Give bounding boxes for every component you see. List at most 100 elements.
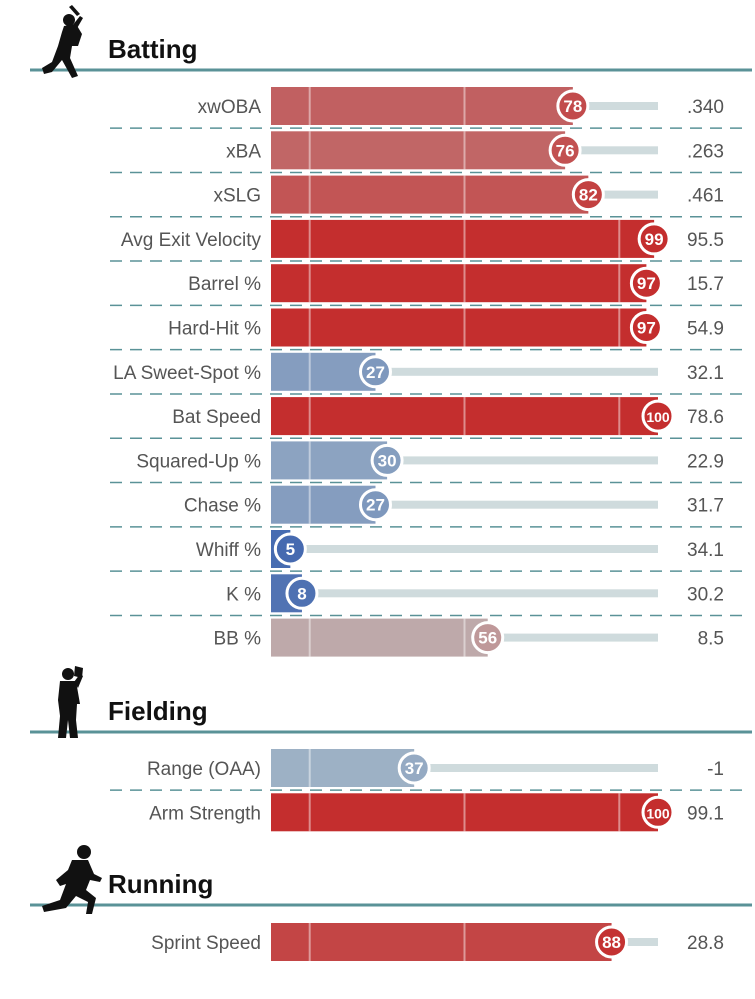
section-title: Fielding xyxy=(108,696,208,726)
metric-value: 95.5 xyxy=(687,230,724,251)
metric-row: K % 8 30.2 xyxy=(110,570,750,613)
metric-row: Squared-Up % 30 22.9 xyxy=(110,437,750,480)
percentile-value: 82 xyxy=(579,186,598,205)
percentile-marker xyxy=(641,399,675,433)
percentile-value: 56 xyxy=(478,629,497,648)
bar-track xyxy=(271,456,658,465)
metric-label: Avg Exit Velocity xyxy=(121,230,262,251)
percentile-marker xyxy=(629,311,663,344)
section-batting: Batting xwOBA 78 .340 xBA 76 .263 xSLG 82 .461 Avg… xyxy=(30,34,752,657)
percentile-bar xyxy=(271,441,388,480)
metric-row: Hard-Hit % 97 54.9 xyxy=(110,304,750,347)
runner-icon xyxy=(42,845,102,914)
metric-row: xwOBA 78 .340 xyxy=(198,87,724,125)
metric-value: 22.9 xyxy=(687,451,724,472)
percentile-value: 27 xyxy=(366,363,385,382)
metric-value: 99.1 xyxy=(687,803,724,824)
percentile-bar xyxy=(271,618,488,657)
percentile-bar xyxy=(271,749,415,787)
metric-row: Arm Strength 100 99.1 xyxy=(110,789,750,832)
metric-row: Whiff % 5 34.1 xyxy=(110,526,750,568)
metric-value: .340 xyxy=(687,97,724,118)
metric-value: .461 xyxy=(687,186,724,207)
percentile-bar xyxy=(271,923,612,961)
metric-label: BB % xyxy=(213,629,261,650)
batter-icon xyxy=(42,5,83,78)
metric-row: BB % 56 8.5 xyxy=(110,614,750,657)
metric-label: xSLG xyxy=(213,186,261,207)
percentile-value: 88 xyxy=(602,933,621,952)
metric-label: K % xyxy=(226,584,261,605)
percentile-bar xyxy=(271,397,658,436)
metric-label: Chase % xyxy=(184,496,261,517)
metric-value: 32.1 xyxy=(687,363,724,384)
percentile-value: 8 xyxy=(297,584,306,603)
metric-row: Bat Speed 100 78.6 xyxy=(110,393,750,436)
bar-track xyxy=(271,500,658,509)
metric-label: xwOBA xyxy=(198,97,262,118)
fielder-icon xyxy=(58,666,83,738)
percentile-marker xyxy=(595,925,629,959)
metric-label: Barrel % xyxy=(188,274,261,295)
percentile-marker xyxy=(397,751,431,785)
metric-value: -1 xyxy=(707,759,724,780)
percentile-marker xyxy=(370,443,404,477)
metric-label: Sprint Speed xyxy=(151,933,261,954)
percentile-bar xyxy=(271,264,647,303)
metric-row: LA Sweet-Spot % 27 32.1 xyxy=(110,348,750,391)
metric-value: 8.5 xyxy=(698,629,724,650)
percentile-value: 100 xyxy=(646,409,670,425)
percentile-marker xyxy=(641,795,675,829)
metric-row: Barrel % 97 15.7 xyxy=(110,260,750,303)
metric-label: LA Sweet-Spot % xyxy=(113,363,261,384)
percentile-bar xyxy=(271,793,658,832)
percentile-marker xyxy=(556,89,590,123)
metric-label: Bat Speed xyxy=(172,407,261,428)
percentile-bar xyxy=(271,87,573,125)
metric-row: Avg Exit Velocity 99 95.5 xyxy=(110,216,750,258)
percentile-marker xyxy=(571,178,605,212)
percentile-value: 78 xyxy=(563,97,582,116)
percentile-bar xyxy=(271,352,376,391)
percentile-bar xyxy=(271,485,376,524)
metric-value: .263 xyxy=(687,141,724,162)
percentile-bar xyxy=(271,175,589,214)
percentile-value: 100 xyxy=(646,805,670,821)
percentile-value: 30 xyxy=(378,451,397,470)
percentile-marker xyxy=(285,576,319,610)
metric-value: 30.2 xyxy=(687,584,724,605)
metric-value: 34.1 xyxy=(687,540,724,561)
metric-value: 54.9 xyxy=(687,319,724,340)
bar-track xyxy=(271,367,658,376)
bar-track xyxy=(271,589,658,598)
metric-label: xBA xyxy=(226,141,261,162)
section-running: Running Sprint Speed 88 28.8 xyxy=(30,869,752,961)
percentile-bar xyxy=(271,219,655,258)
metric-value: 15.7 xyxy=(687,274,724,295)
percentile-value: 97 xyxy=(637,319,656,338)
metric-value: 28.8 xyxy=(687,933,724,954)
percentile-marker xyxy=(358,355,392,389)
metric-row: xBA 76 .263 xyxy=(110,127,750,170)
metric-label: Whiff % xyxy=(196,540,261,561)
percentile-value: 37 xyxy=(405,759,424,778)
metric-label: Squared-Up % xyxy=(136,451,261,472)
bar-track xyxy=(271,545,658,553)
section-title: Batting xyxy=(108,34,198,64)
metric-row: Range (OAA) 37 -1 xyxy=(147,749,724,787)
metric-label: Range (OAA) xyxy=(147,759,261,780)
percentile-value: 5 xyxy=(286,540,295,559)
percentile-marker xyxy=(548,133,582,167)
percentile-marker xyxy=(358,488,392,522)
section-fielding: Fielding Range (OAA) 37 -1 Arm Strength 100 99… xyxy=(30,696,752,832)
percentile-marker xyxy=(629,266,663,300)
percentile-value: 99 xyxy=(645,230,664,249)
percentile-value: 27 xyxy=(366,496,385,515)
percentile-marker xyxy=(471,621,505,655)
percentile-value: 97 xyxy=(637,274,656,293)
metric-value: 31.7 xyxy=(687,496,724,517)
metric-row: Sprint Speed 88 28.8 xyxy=(151,923,724,961)
metric-row: xSLG 82 .461 xyxy=(110,171,750,214)
percentile-marker xyxy=(637,222,671,256)
percentile-marker xyxy=(273,532,307,566)
